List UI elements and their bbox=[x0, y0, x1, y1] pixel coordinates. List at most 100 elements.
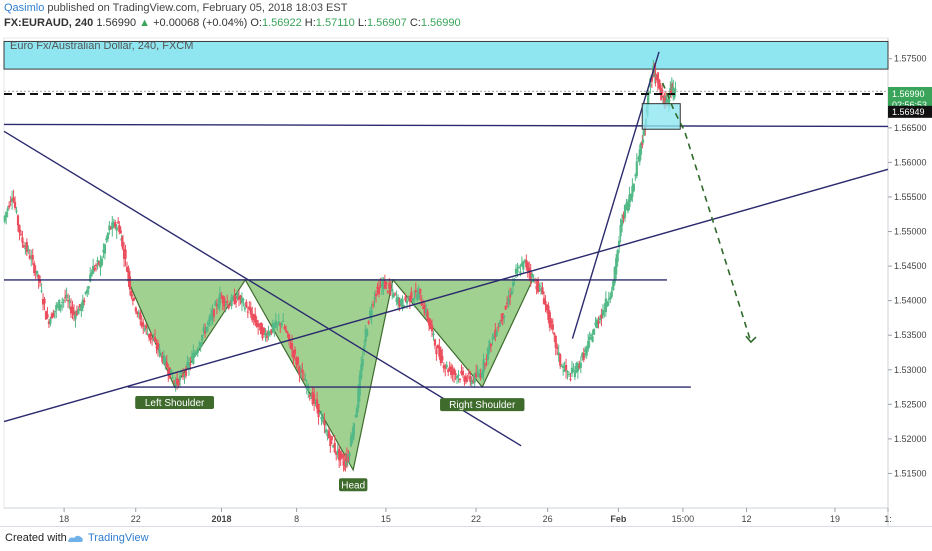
x-tick-label: Feb bbox=[610, 514, 627, 524]
candle-body bbox=[22, 245, 25, 248]
candle-body bbox=[196, 349, 199, 353]
symbol-title: Euro Fx/Australian Dollar, 240, FXCM bbox=[10, 40, 194, 52]
candle-body bbox=[522, 261, 525, 270]
candle-body bbox=[296, 357, 300, 365]
x-tick-label: 19 bbox=[830, 514, 840, 524]
candle-body bbox=[298, 367, 301, 376]
candle-body bbox=[274, 320, 277, 328]
candle-body bbox=[655, 75, 659, 81]
candle-body bbox=[631, 186, 634, 197]
candle-body bbox=[438, 346, 441, 357]
candle-body bbox=[177, 379, 180, 386]
plot-area bbox=[3, 37, 889, 509]
candle-body bbox=[641, 139, 645, 143]
candle-body bbox=[508, 295, 512, 298]
open-label: O: bbox=[250, 17, 262, 29]
candle-body bbox=[283, 326, 286, 329]
pattern-label: Right Shoulder bbox=[449, 400, 516, 411]
candle-body bbox=[398, 299, 401, 307]
candle-body bbox=[199, 342, 202, 347]
candle-body bbox=[336, 450, 339, 455]
price-chart[interactable]: 1.51500 1.52000 1.52500 1.53000 1.53500 1.540… bbox=[0, 32, 932, 526]
candle-body bbox=[43, 298, 46, 304]
candle-body bbox=[223, 297, 226, 307]
candle-body bbox=[180, 372, 183, 374]
candle-body bbox=[369, 310, 372, 317]
tradingview-brand[interactable]: TradingView bbox=[88, 532, 149, 544]
candle-body bbox=[89, 274, 92, 282]
candle-body bbox=[214, 302, 217, 306]
candle-body bbox=[93, 267, 96, 270]
candle-body bbox=[236, 292, 239, 300]
candle-body bbox=[517, 267, 521, 269]
candle-body bbox=[445, 364, 448, 368]
pattern-label-bg bbox=[440, 398, 525, 412]
candle-body bbox=[667, 98, 670, 103]
candle-body bbox=[18, 225, 21, 233]
candle-body bbox=[545, 304, 549, 311]
candle-body bbox=[503, 315, 506, 318]
candle-body bbox=[379, 285, 382, 287]
candle-body bbox=[570, 367, 574, 374]
created-with-text: Created with bbox=[5, 532, 67, 544]
candle-body bbox=[560, 365, 563, 367]
candle-body bbox=[237, 297, 241, 300]
candle-body bbox=[329, 438, 332, 447]
candle-body bbox=[467, 372, 470, 375]
candle-body bbox=[388, 283, 391, 289]
published-text: published on TradingView.com, February 0… bbox=[47, 2, 348, 14]
candle-body bbox=[442, 365, 445, 369]
candle-body bbox=[492, 335, 495, 340]
candle-body bbox=[332, 445, 335, 448]
candle-body bbox=[243, 307, 246, 310]
candle-body bbox=[217, 303, 220, 309]
candle-body bbox=[280, 323, 283, 326]
candle-body bbox=[310, 398, 313, 400]
change-value: +0.00068 (+0.04%) bbox=[153, 17, 248, 29]
publisher-name[interactable]: Qasimlo bbox=[4, 2, 45, 14]
candle-body bbox=[195, 351, 198, 355]
candle-body bbox=[563, 369, 566, 372]
candle-body bbox=[491, 337, 494, 339]
candle-body bbox=[299, 369, 302, 371]
candle-body bbox=[109, 226, 112, 229]
candle-body bbox=[551, 324, 554, 330]
candle-body bbox=[578, 364, 581, 368]
candle-body bbox=[532, 279, 535, 283]
candle-body bbox=[339, 450, 342, 459]
x-tick-label: 26 bbox=[543, 514, 553, 524]
candle-body bbox=[628, 194, 631, 208]
y-tick-label: 1.55000 bbox=[894, 227, 927, 237]
candle-body bbox=[603, 309, 606, 312]
candle-body bbox=[234, 300, 238, 303]
candle-body bbox=[161, 356, 164, 363]
candle-body bbox=[660, 93, 663, 98]
candle-body bbox=[405, 300, 409, 304]
candle-body bbox=[77, 308, 80, 315]
candle-body bbox=[149, 332, 152, 340]
candle-body bbox=[458, 378, 462, 380]
candle-body bbox=[212, 309, 216, 317]
y-tick-label: 1.53500 bbox=[894, 330, 927, 340]
candle-body bbox=[507, 298, 510, 305]
candle-body bbox=[8, 205, 11, 208]
candle-body bbox=[289, 345, 292, 349]
resistance-zone bbox=[3, 40, 889, 70]
candle-body bbox=[665, 99, 668, 103]
candle-body bbox=[279, 323, 282, 326]
candle-body bbox=[11, 198, 14, 202]
candle-body bbox=[81, 299, 84, 308]
candle-body bbox=[664, 95, 667, 97]
candle-body bbox=[156, 342, 160, 350]
candle-body bbox=[500, 319, 503, 321]
candle-body bbox=[201, 335, 204, 341]
candle-body bbox=[531, 273, 534, 278]
candle-body bbox=[86, 289, 89, 293]
candle-body bbox=[595, 319, 599, 329]
candle-body bbox=[16, 215, 20, 226]
candle-body bbox=[426, 311, 429, 321]
candle-body bbox=[413, 297, 416, 300]
candle-body bbox=[127, 268, 130, 280]
candle-body bbox=[33, 263, 36, 274]
y-tick-label: 1.56500 bbox=[894, 123, 927, 133]
